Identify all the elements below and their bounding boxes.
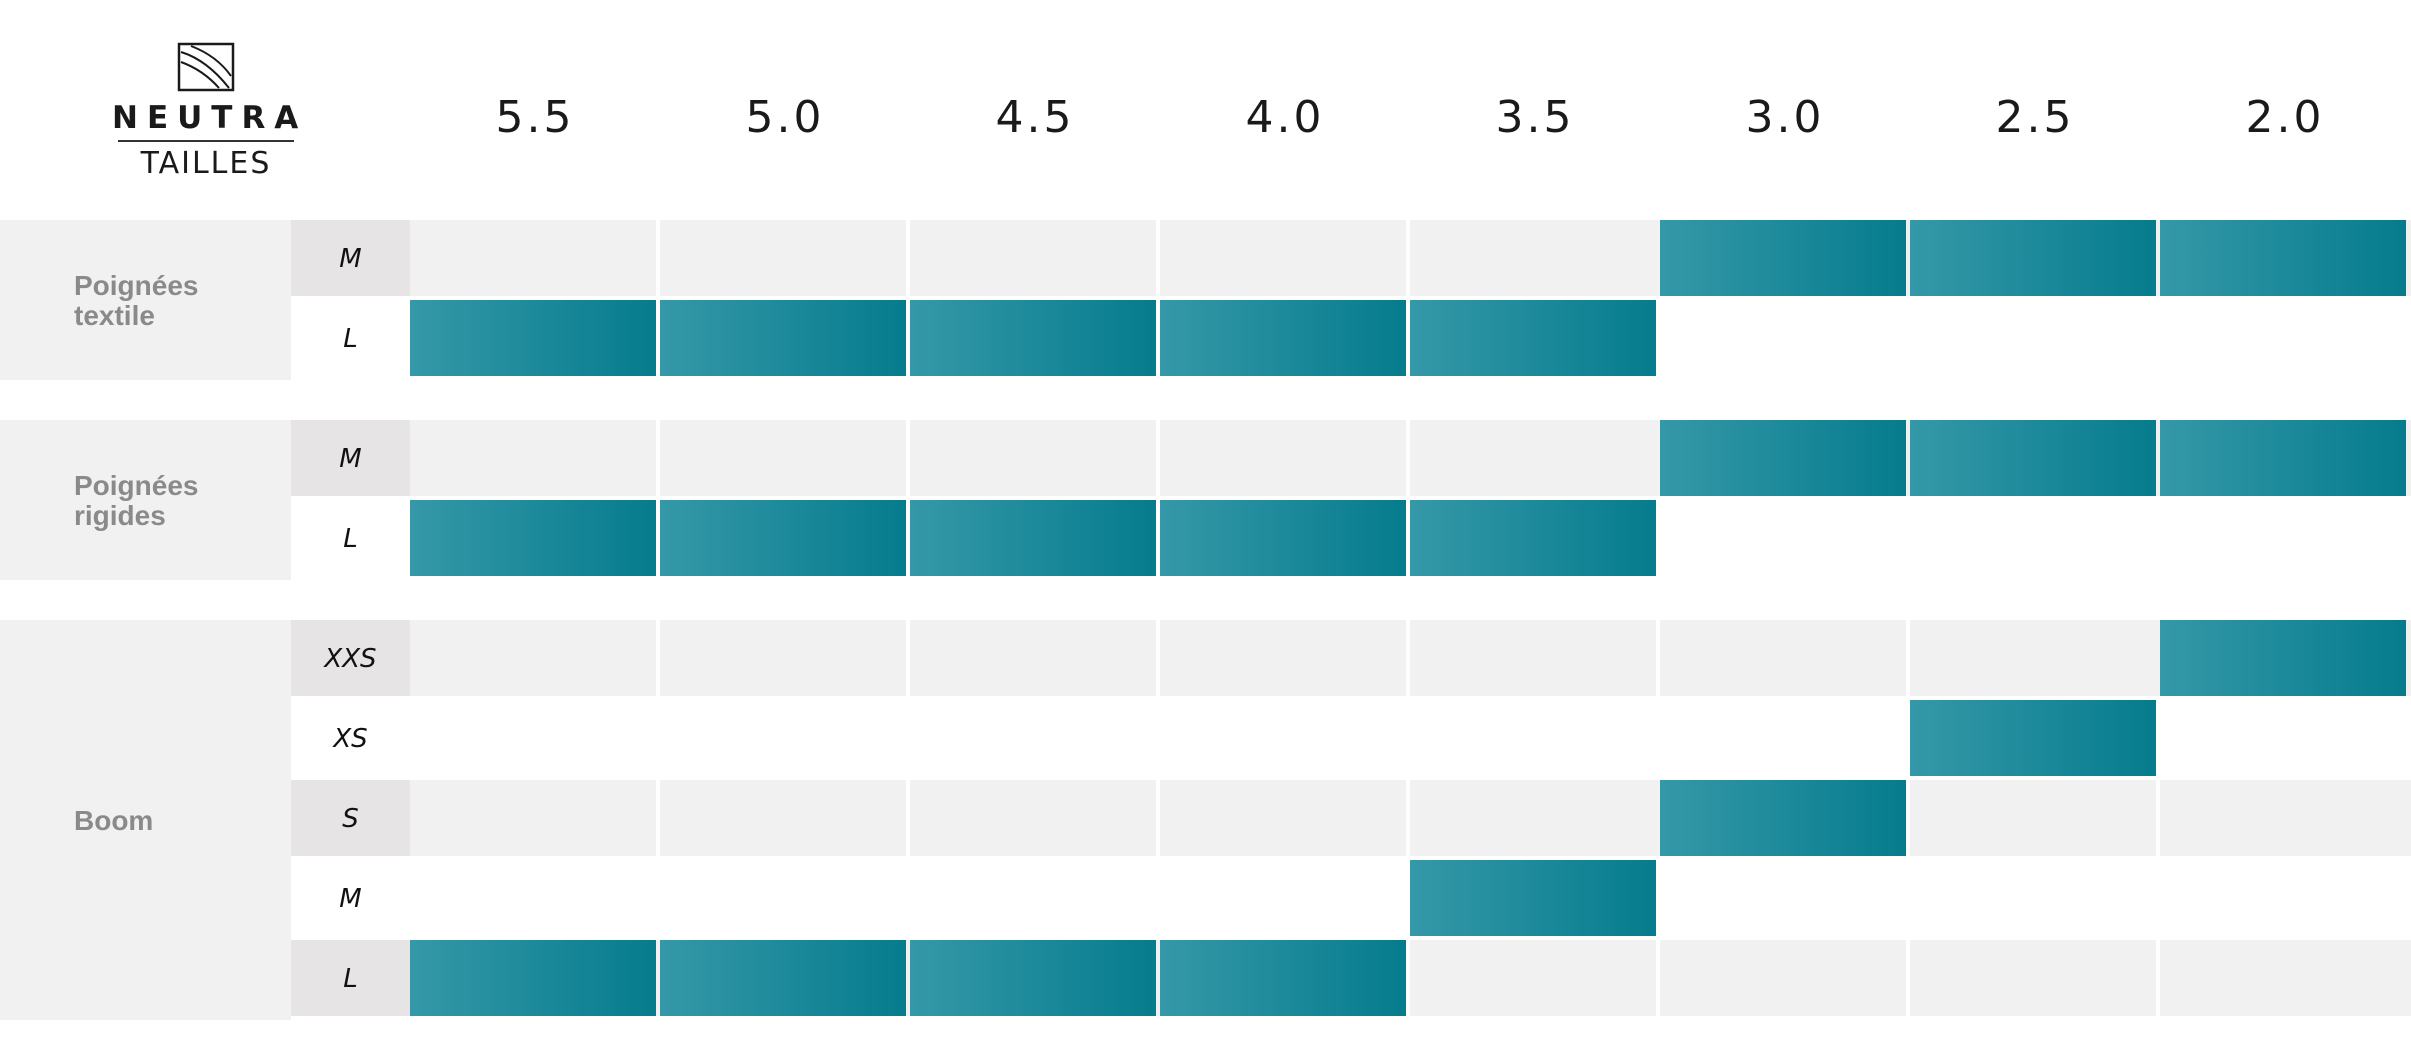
column-header-5-0: 5.0 xyxy=(746,92,825,143)
column-header-4-0: 4.0 xyxy=(1246,92,1325,143)
fit-cell-boom-l-2 xyxy=(910,940,1156,1016)
column-divider xyxy=(1906,940,1910,1016)
column-divider xyxy=(1406,940,1410,1016)
group-label-background xyxy=(0,620,291,1020)
column-divider xyxy=(656,220,660,296)
fit-cell-poign-es-rigides-m-5 xyxy=(1660,420,1906,496)
column-divider xyxy=(1906,780,1910,856)
column-divider xyxy=(906,620,910,696)
fit-cell-poign-es-textile-m-5 xyxy=(1660,220,1906,296)
size-label: L xyxy=(343,964,358,994)
column-divider xyxy=(1406,620,1410,696)
column-divider xyxy=(1656,620,1660,696)
size-cell xyxy=(291,940,410,1016)
size-label: XS xyxy=(331,724,367,754)
column-header-5-5: 5.5 xyxy=(496,92,575,143)
size-cell xyxy=(291,220,410,296)
column-divider xyxy=(906,220,910,296)
size-cell xyxy=(291,420,410,496)
fit-cell-boom-xxs-7 xyxy=(2160,620,2406,696)
size-label: M xyxy=(339,244,361,274)
column-divider xyxy=(1906,620,1910,696)
fit-cell-poign-es-textile-l-2 xyxy=(910,300,1156,376)
fit-cell-poign-es-textile-m-7 xyxy=(2160,220,2406,296)
brand-divider xyxy=(118,140,294,142)
group-label: textile xyxy=(74,300,155,331)
fit-cell-poign-es-rigides-l-2 xyxy=(910,500,1156,576)
size-cell xyxy=(291,780,410,856)
size-cell xyxy=(291,500,410,576)
group-label: rigides xyxy=(74,500,166,531)
fit-cell-poign-es-rigides-m-6 xyxy=(1910,420,2156,496)
column-divider xyxy=(1406,220,1410,296)
fit-cell-poign-es-textile-m-6 xyxy=(1910,220,2156,296)
fit-cell-poign-es-rigides-l-3 xyxy=(1160,500,1406,576)
fit-cell-poign-es-rigides-l-4 xyxy=(1410,500,1656,576)
group-label: Boom xyxy=(74,805,153,836)
size-label: S xyxy=(342,804,359,834)
fit-cell-boom-xs-6 xyxy=(1910,700,2156,776)
size-cell xyxy=(291,620,410,696)
row-background xyxy=(410,780,2411,856)
size-cell xyxy=(291,300,410,376)
fit-cell-boom-l-1 xyxy=(660,940,906,1016)
fit-cell-boom-l-0 xyxy=(410,940,656,1016)
size-label: M xyxy=(339,444,361,474)
column-header-2-0: 2.0 xyxy=(2246,92,2325,143)
row-background xyxy=(410,620,2411,696)
group-label-background xyxy=(0,220,291,380)
size-cell xyxy=(291,700,410,776)
size-label: L xyxy=(343,524,358,554)
column-divider xyxy=(1406,780,1410,856)
column-header-4-5: 4.5 xyxy=(996,92,1075,143)
column-divider xyxy=(656,620,660,696)
size-label: XXS xyxy=(322,644,376,674)
column-header-2-5: 2.5 xyxy=(1996,92,2075,143)
column-divider xyxy=(2156,780,2160,856)
column-divider xyxy=(1156,220,1160,296)
fit-cell-poign-es-textile-l-1 xyxy=(660,300,906,376)
column-divider xyxy=(1156,620,1160,696)
group-label: Poignées xyxy=(74,470,198,501)
fit-cell-poign-es-textile-l-3 xyxy=(1160,300,1406,376)
brand-subtitle: TAILLES xyxy=(140,146,272,181)
group-label-background xyxy=(0,420,291,580)
column-divider xyxy=(656,780,660,856)
fit-cell-poign-es-textile-l-4 xyxy=(1410,300,1656,376)
logo-mark-icon xyxy=(177,42,235,92)
fit-cell-boom-l-3 xyxy=(1160,940,1406,1016)
fit-cell-poign-es-textile-l-0 xyxy=(410,300,656,376)
column-divider xyxy=(2156,940,2160,1016)
column-divider xyxy=(906,780,910,856)
column-divider xyxy=(1656,940,1660,1016)
fit-cell-boom-s-5 xyxy=(1660,780,1906,856)
column-divider xyxy=(1156,420,1160,496)
size-cell xyxy=(291,860,410,936)
column-divider xyxy=(906,420,910,496)
column-divider xyxy=(1406,420,1410,496)
group-label: Poignées xyxy=(74,270,198,301)
fit-cell-poign-es-rigides-l-0 xyxy=(410,500,656,576)
brand-name: NEUTRA xyxy=(112,100,308,136)
column-divider xyxy=(1156,780,1160,856)
fit-cell-poign-es-rigides-m-7 xyxy=(2160,420,2406,496)
column-divider xyxy=(656,420,660,496)
fit-cell-boom-m-4 xyxy=(1410,860,1656,936)
column-header-3-0: 3.0 xyxy=(1746,92,1825,143)
column-header-3-5: 3.5 xyxy=(1496,92,1575,143)
fit-cell-poign-es-rigides-l-1 xyxy=(660,500,906,576)
size-label: L xyxy=(343,324,358,354)
size-label: M xyxy=(339,884,361,914)
